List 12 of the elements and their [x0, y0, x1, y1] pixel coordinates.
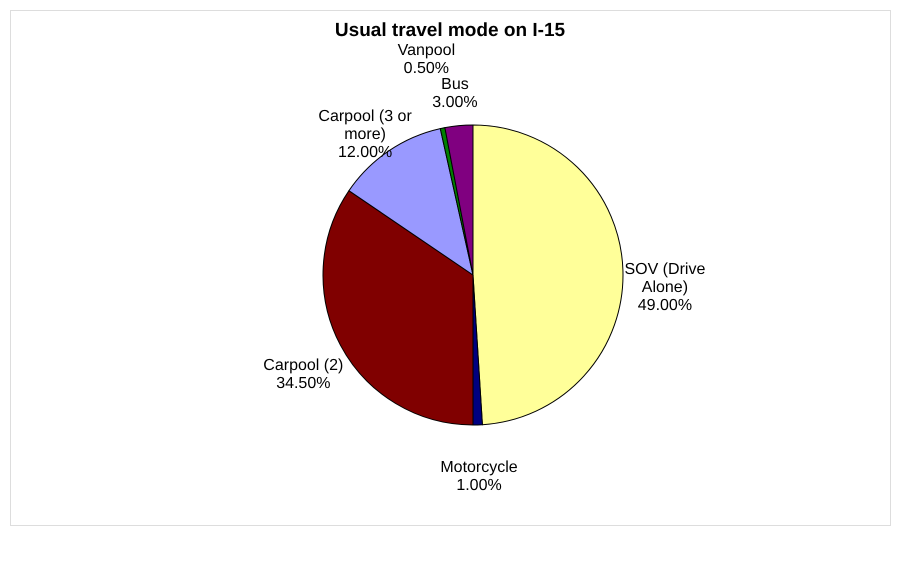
chart-title: Usual travel mode on I-15: [334, 20, 566, 41]
slice-label: Carpool (2): [263, 356, 344, 374]
data-label: 0.50%: [404, 60, 450, 77]
slice-label: Vanpool: [398, 42, 456, 59]
slice-label: Motorcycle: [440, 458, 518, 476]
data-label: 1.00%: [456, 476, 502, 494]
slice-label: Carpool (3 or more): [318, 108, 412, 144]
data-label: 3.00%: [432, 94, 478, 111]
data-label: 49.00%: [638, 296, 692, 314]
slice-label: Bus: [441, 76, 469, 93]
slice-label: SOV (Drive Alone): [624, 260, 706, 296]
data-label: 34.50%: [276, 374, 330, 392]
